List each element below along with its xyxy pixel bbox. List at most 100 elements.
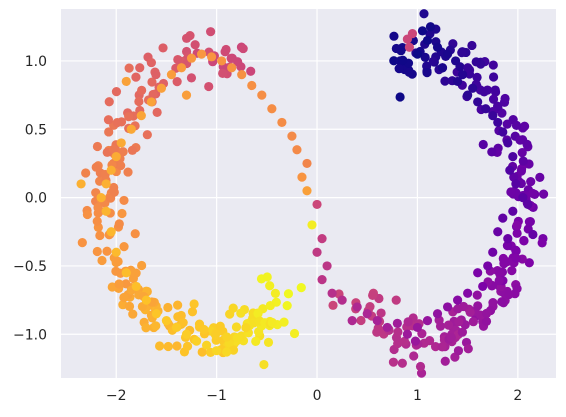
data-point bbox=[154, 341, 165, 351]
data-point bbox=[163, 302, 173, 313]
data-point bbox=[415, 361, 426, 372]
data-point bbox=[117, 208, 127, 219]
data-point bbox=[118, 147, 128, 157]
data-point bbox=[113, 256, 123, 267]
data-point bbox=[190, 40, 200, 50]
data-point bbox=[524, 258, 534, 268]
data-point bbox=[528, 229, 538, 240]
data-point bbox=[173, 312, 183, 322]
x-tick-label: 2 bbox=[513, 388, 522, 404]
data-point bbox=[398, 55, 408, 65]
data-point bbox=[128, 309, 138, 319]
data-point bbox=[453, 295, 463, 305]
data-point bbox=[488, 60, 498, 70]
data-point bbox=[519, 235, 529, 246]
data-point bbox=[458, 70, 468, 80]
data-point bbox=[102, 246, 112, 256]
data-point bbox=[482, 308, 492, 318]
data-points bbox=[76, 9, 549, 378]
data-point bbox=[376, 308, 386, 318]
y-axis-tick-labels: −1.0 −0.5 0.0 0.5 1.0 bbox=[13, 54, 47, 343]
data-point bbox=[518, 156, 528, 166]
data-point bbox=[124, 63, 134, 73]
data-point bbox=[172, 77, 182, 87]
data-point bbox=[206, 27, 216, 37]
data-point bbox=[137, 260, 147, 271]
data-point bbox=[114, 279, 124, 289]
data-point bbox=[472, 72, 482, 82]
data-point bbox=[238, 43, 248, 54]
data-point bbox=[425, 336, 435, 346]
data-point bbox=[172, 341, 182, 351]
data-point bbox=[453, 76, 463, 87]
data-point bbox=[512, 228, 522, 238]
data-point bbox=[422, 68, 432, 78]
data-point bbox=[388, 357, 399, 367]
data-point bbox=[389, 31, 399, 41]
data-point bbox=[141, 295, 151, 305]
data-point bbox=[186, 73, 197, 83]
data-point bbox=[96, 193, 106, 203]
data-point bbox=[199, 324, 209, 335]
data-point bbox=[81, 168, 91, 178]
data-point bbox=[504, 289, 514, 300]
data-point bbox=[397, 358, 407, 368]
data-point bbox=[152, 107, 162, 118]
data-point bbox=[412, 49, 423, 59]
data-point bbox=[389, 56, 399, 66]
data-point bbox=[189, 299, 199, 309]
data-point bbox=[372, 316, 382, 326]
data-point bbox=[121, 268, 131, 278]
data-point bbox=[450, 56, 461, 66]
data-point bbox=[488, 111, 498, 121]
data-point bbox=[176, 63, 187, 73]
data-point bbox=[463, 90, 473, 100]
data-point bbox=[493, 227, 503, 237]
data-point bbox=[488, 72, 499, 82]
data-point bbox=[417, 26, 428, 36]
data-point bbox=[432, 309, 443, 319]
data-point bbox=[453, 346, 464, 356]
data-point bbox=[127, 145, 137, 155]
data-point bbox=[535, 172, 545, 183]
data-point bbox=[302, 186, 312, 196]
data-point bbox=[407, 28, 418, 39]
data-point bbox=[440, 356, 450, 366]
data-point bbox=[287, 131, 297, 141]
data-point bbox=[368, 290, 378, 300]
y-tick-label: 0.5 bbox=[25, 122, 47, 138]
data-point bbox=[232, 333, 242, 343]
data-point bbox=[109, 144, 119, 155]
data-point bbox=[507, 266, 517, 276]
data-point bbox=[499, 256, 509, 266]
data-point bbox=[141, 323, 151, 333]
data-point bbox=[289, 328, 300, 339]
data-point bbox=[356, 315, 366, 326]
data-point bbox=[236, 62, 246, 72]
data-point bbox=[263, 337, 274, 347]
data-point bbox=[181, 329, 192, 339]
data-point bbox=[488, 94, 499, 104]
data-point bbox=[131, 281, 141, 292]
data-point bbox=[511, 120, 522, 130]
data-point bbox=[352, 302, 362, 312]
data-point bbox=[394, 64, 404, 74]
data-point bbox=[134, 96, 144, 107]
data-point bbox=[328, 300, 338, 310]
data-point bbox=[297, 172, 307, 182]
data-point bbox=[508, 152, 518, 162]
data-point bbox=[538, 189, 549, 199]
data-point bbox=[454, 317, 464, 327]
data-point bbox=[478, 281, 488, 292]
data-point bbox=[218, 68, 228, 78]
data-point bbox=[502, 241, 513, 251]
x-axis-tick-labels: −2 −1 0 1 2 bbox=[106, 388, 522, 404]
data-point bbox=[467, 40, 477, 51]
data-point bbox=[392, 318, 402, 328]
data-point bbox=[171, 322, 182, 333]
data-point bbox=[201, 340, 212, 350]
data-point bbox=[76, 179, 86, 189]
data-point bbox=[124, 301, 135, 311]
data-point bbox=[237, 70, 247, 80]
data-point bbox=[463, 344, 473, 354]
